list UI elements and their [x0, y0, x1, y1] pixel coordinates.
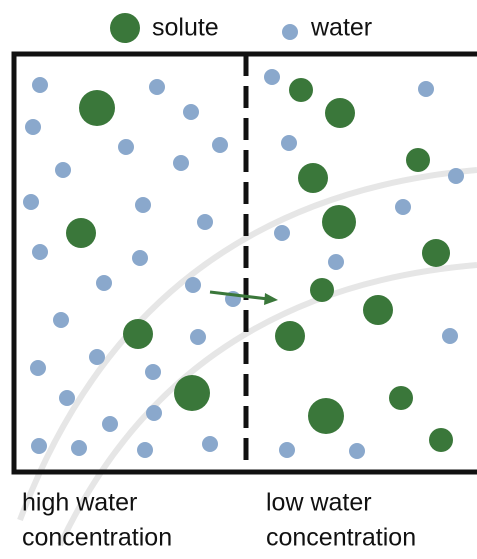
water-molecule [328, 254, 344, 270]
water-molecule [212, 137, 228, 153]
solute-particle [79, 90, 115, 126]
water-molecule [30, 360, 46, 376]
water-molecule [183, 104, 199, 120]
water-molecule [264, 69, 280, 85]
water-molecule [32, 244, 48, 260]
solute-particle [406, 148, 430, 172]
legend-solute-swatch [110, 13, 140, 43]
water-molecule [149, 79, 165, 95]
water-molecule [185, 277, 201, 293]
water-molecule [448, 168, 464, 184]
solute-particle [322, 205, 356, 239]
solute-particle [363, 295, 393, 325]
panel-label: high water [22, 489, 137, 517]
water-molecule [281, 135, 297, 151]
solute-particle [389, 386, 413, 410]
solute-particle [325, 98, 355, 128]
legend-label: solute [152, 14, 219, 42]
legend-label: water [310, 14, 372, 42]
solute-particle [275, 321, 305, 351]
solute-particle [66, 218, 96, 248]
water-molecule [71, 440, 87, 456]
water-molecule [118, 139, 134, 155]
water-molecule [32, 77, 48, 93]
solute-particle [429, 428, 453, 452]
water-molecule [145, 364, 161, 380]
water-molecule [31, 438, 47, 454]
panel-label: low water [266, 489, 372, 517]
water-molecule [146, 405, 162, 421]
solute-particle [308, 398, 344, 434]
water-molecule [349, 443, 365, 459]
water-molecule [23, 194, 39, 210]
water-molecule [102, 416, 118, 432]
water-molecule [135, 197, 151, 213]
water-molecule [59, 390, 75, 406]
water-molecule [279, 442, 295, 458]
water-molecule [418, 81, 434, 97]
solute-particle [174, 375, 210, 411]
water-molecule [202, 436, 218, 452]
water-molecule [25, 119, 41, 135]
solute-particle [123, 319, 153, 349]
solute-particle [298, 163, 328, 193]
panel-label: concentration [22, 524, 172, 552]
water-molecule [96, 275, 112, 291]
water-molecule [137, 442, 153, 458]
panel-label: concentration [266, 524, 416, 552]
water-molecule [274, 225, 290, 241]
water-molecule [55, 162, 71, 178]
water-molecule [442, 328, 458, 344]
water-molecule [395, 199, 411, 215]
water-molecule [89, 349, 105, 365]
water-molecule [173, 155, 189, 171]
water-molecule [190, 329, 206, 345]
osmosis-diagram: solute water high water concentration lo… [0, 0, 477, 559]
solute-particle [289, 78, 313, 102]
solute-particle [310, 278, 334, 302]
solute-particle [422, 239, 450, 267]
legend-water-swatch [282, 24, 298, 40]
arrow-head [264, 293, 278, 305]
water-molecule [53, 312, 69, 328]
water-molecule [132, 250, 148, 266]
water-molecule [197, 214, 213, 230]
